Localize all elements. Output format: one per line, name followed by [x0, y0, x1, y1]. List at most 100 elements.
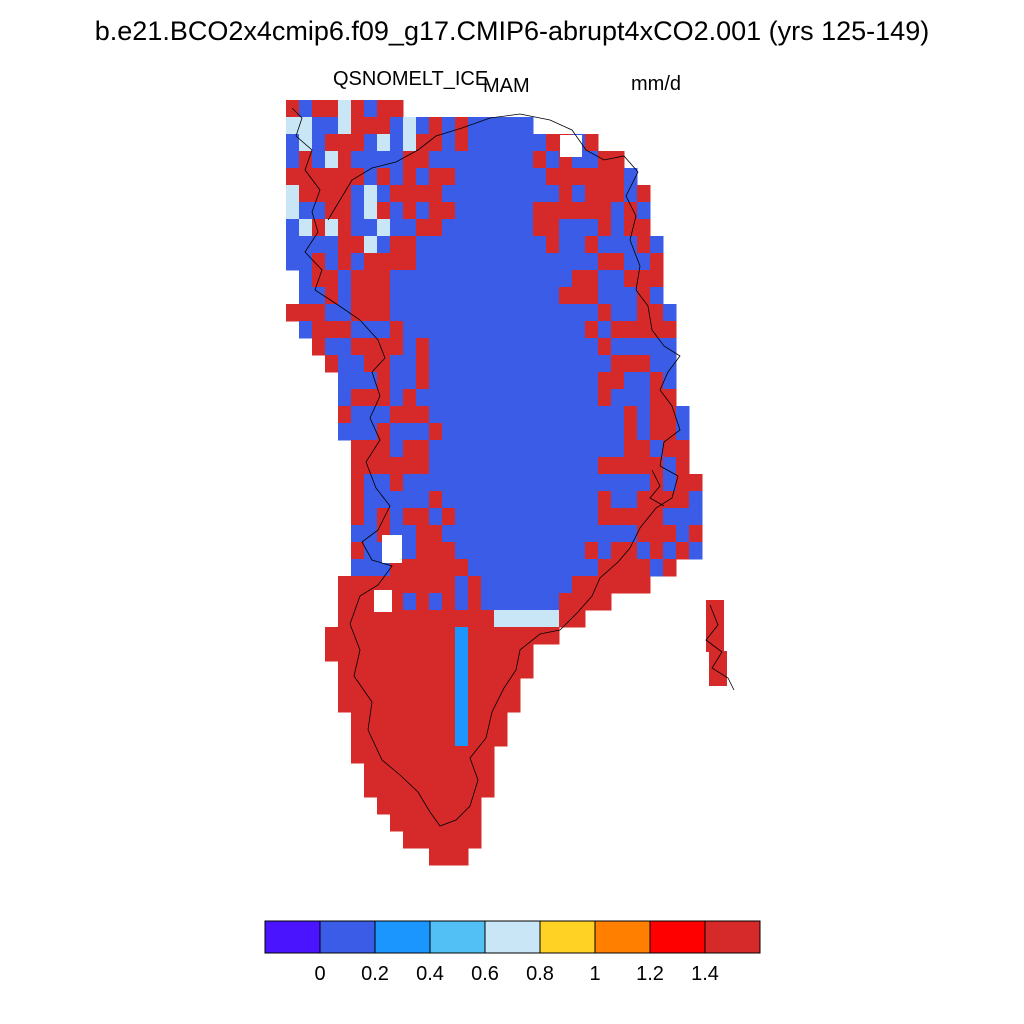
- map-cell: [468, 661, 482, 679]
- map-cell: [390, 440, 404, 458]
- map-cell: [546, 525, 560, 543]
- map-cell: [442, 406, 456, 424]
- map-cell: [663, 542, 677, 560]
- map-cell: [468, 627, 482, 645]
- map-cell: [598, 372, 612, 390]
- map-cell: [286, 117, 300, 135]
- colorbar-swatch: [484, 920, 541, 954]
- map-cell: [520, 576, 534, 594]
- map-cell: [351, 542, 365, 560]
- map-cell: [364, 508, 378, 526]
- map-cell: [494, 457, 508, 475]
- map-cell: [429, 797, 443, 815]
- map-cell: [325, 117, 339, 135]
- map-cell: [338, 576, 352, 594]
- map-cell: [559, 406, 573, 424]
- map-cell: [455, 321, 469, 339]
- map-cell: [585, 440, 599, 458]
- map-cell: [650, 372, 664, 390]
- map-cell: [572, 474, 586, 492]
- map-cell: [468, 185, 482, 203]
- map-cell: [481, 661, 495, 679]
- map-cell: [325, 219, 339, 237]
- map-cell: [429, 304, 443, 322]
- map-cell: [507, 304, 521, 322]
- map-cell: [624, 542, 638, 560]
- map-cell: [338, 661, 352, 679]
- map-cell: [455, 253, 469, 271]
- map-cell: [468, 304, 482, 322]
- map-cell: [637, 525, 651, 543]
- map-cell: [455, 831, 469, 849]
- map-cell: [364, 117, 378, 135]
- map-cell: [637, 440, 651, 458]
- map-cell: [364, 780, 378, 798]
- map-cell: [364, 712, 378, 730]
- map-cell: [598, 576, 612, 594]
- map-cell: [364, 576, 378, 594]
- map-cell: [481, 117, 495, 135]
- map-cell: [559, 576, 573, 594]
- map-cell: [429, 168, 443, 186]
- colorbar-tick-label: 0.6: [471, 963, 499, 985]
- map-cell: [559, 372, 573, 390]
- map-cell: [455, 474, 469, 492]
- map-cell: [637, 185, 651, 203]
- map-cell: [481, 236, 495, 254]
- map-cell: [585, 253, 599, 271]
- map-cell: [390, 627, 404, 645]
- map-cell: [377, 100, 391, 118]
- map-cell: [468, 457, 482, 475]
- map-cell: [377, 610, 391, 628]
- map-cell: [481, 355, 495, 373]
- map-cell: [572, 304, 586, 322]
- map-cell: [351, 338, 365, 356]
- map-cell: [611, 236, 625, 254]
- map-cell: [416, 236, 430, 254]
- map-cell: [312, 134, 326, 152]
- map-cell: [338, 338, 352, 356]
- map-cell: [338, 610, 352, 628]
- map-cell: [364, 389, 378, 407]
- map-cell: [520, 406, 534, 424]
- map-cell: [572, 287, 586, 305]
- map-cell: [520, 627, 534, 645]
- map-cell: [533, 304, 547, 322]
- colorbar-tick-label: 0.2: [361, 963, 389, 985]
- map-cell: [533, 253, 547, 271]
- map-cell: [390, 117, 404, 135]
- map-cell: [390, 644, 404, 662]
- map-cell: [533, 270, 547, 288]
- map-cell: [533, 185, 547, 203]
- map-cell: [429, 270, 443, 288]
- map-cell: [624, 355, 638, 373]
- map-cell: [546, 440, 560, 458]
- map-cell: [286, 219, 300, 237]
- map-cell: [429, 423, 443, 441]
- map-cell: [481, 678, 495, 696]
- map-cell: [624, 236, 638, 254]
- map-cell: [559, 474, 573, 492]
- map-cell: [520, 168, 534, 186]
- map-cell: [429, 695, 443, 713]
- map-cell: [481, 151, 495, 169]
- map-cell: [546, 270, 560, 288]
- map-cell: [416, 202, 430, 220]
- map-cell: [572, 440, 586, 458]
- map-cell: [533, 134, 547, 152]
- map-cell: [442, 355, 456, 373]
- map-cell: [325, 185, 339, 203]
- map-cell: [507, 219, 521, 237]
- map-cell: [663, 355, 677, 373]
- map-cell: [585, 525, 599, 543]
- map-cell: [507, 287, 521, 305]
- map-cell: [377, 746, 391, 764]
- map-cell: [442, 219, 456, 237]
- map-cell: [507, 202, 521, 220]
- map-cell: [377, 712, 391, 730]
- map-cell: [507, 355, 521, 373]
- map-cell: [390, 457, 404, 475]
- map-cell: [520, 457, 534, 475]
- map-cell: [507, 321, 521, 339]
